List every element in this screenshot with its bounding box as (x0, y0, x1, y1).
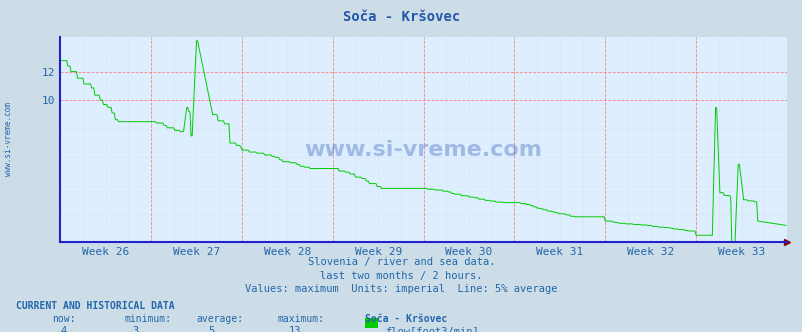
Text: now:: now: (52, 314, 75, 324)
Text: minimum:: minimum: (124, 314, 172, 324)
Text: last two months / 2 hours.: last two months / 2 hours. (320, 271, 482, 281)
Text: CURRENT AND HISTORICAL DATA: CURRENT AND HISTORICAL DATA (16, 301, 175, 311)
Text: Values: maximum  Units: imperial  Line: 5% average: Values: maximum Units: imperial Line: 5%… (245, 284, 557, 294)
Text: 4: 4 (60, 326, 67, 332)
Text: maximum:: maximum: (277, 314, 324, 324)
Text: 13: 13 (289, 326, 302, 332)
Text: 3: 3 (132, 326, 139, 332)
Text: Slovenia / river and sea data.: Slovenia / river and sea data. (307, 257, 495, 267)
Text: average:: average: (196, 314, 244, 324)
Text: www.si-vreme.com: www.si-vreme.com (4, 103, 13, 176)
Text: Soča - Kršovec: Soča - Kršovec (342, 10, 460, 24)
Text: Soča - Kršovec: Soča - Kršovec (365, 314, 447, 324)
Text: www.si-vreme.com: www.si-vreme.com (304, 140, 542, 160)
Text: 5: 5 (209, 326, 215, 332)
Text: flow[foot3/min]: flow[foot3/min] (384, 326, 478, 332)
